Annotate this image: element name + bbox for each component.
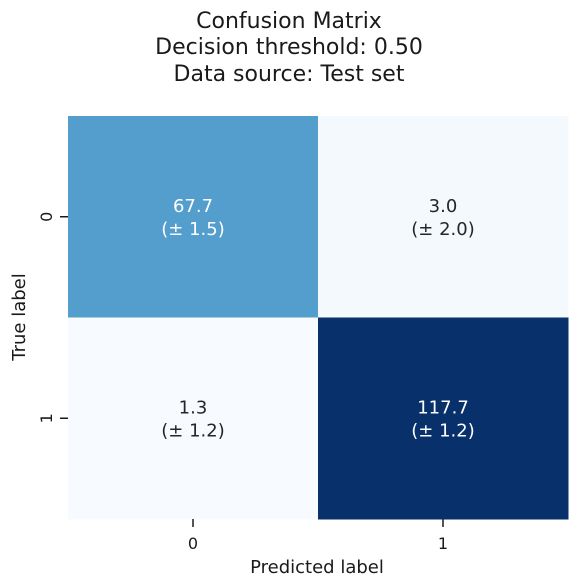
cell-std-1-0: (± 1.2)	[161, 420, 224, 441]
heatmap-cell-1-0	[68, 317, 319, 520]
cell-std-0-0: (± 1.5)	[161, 219, 224, 240]
cell-std-1-1: (± 1.2)	[411, 420, 474, 441]
cell-value-0-1: 3.0	[429, 196, 458, 217]
cell-value-1-0: 1.3	[179, 397, 208, 418]
chart-title: Confusion Matrix Decision threshold: 0.5…	[155, 9, 423, 87]
title-line-3: Data source: Test set	[174, 62, 405, 87]
heatmap-cell-0-0	[68, 116, 319, 318]
title-line-2: Decision threshold: 0.50	[155, 35, 423, 60]
cell-annotations: 67.7(± 1.5)3.0(± 2.0)1.3(± 1.2)117.7(± 1…	[161, 196, 474, 442]
title-line-1: Confusion Matrix	[196, 9, 382, 34]
cell-value-1-1: 117.7	[417, 397, 469, 418]
y-tick-label-0: 0	[37, 212, 56, 222]
cell-std-0-1: (± 2.0)	[411, 219, 474, 240]
cell-value-0-0: 67.7	[173, 196, 213, 217]
heatmap-cell-0-1	[318, 116, 569, 318]
y-tick-label-1: 1	[37, 413, 56, 423]
y-axis-label: True label	[9, 273, 30, 362]
axis-ticks: 0 1 0 1	[37, 212, 448, 553]
heatmap-cells	[68, 116, 569, 520]
x-tick-label-0: 0	[188, 534, 198, 553]
x-tick-label-1: 1	[438, 534, 448, 553]
heatmap-cell-1-1	[318, 317, 569, 520]
x-axis-label: Predicted label	[250, 557, 384, 578]
